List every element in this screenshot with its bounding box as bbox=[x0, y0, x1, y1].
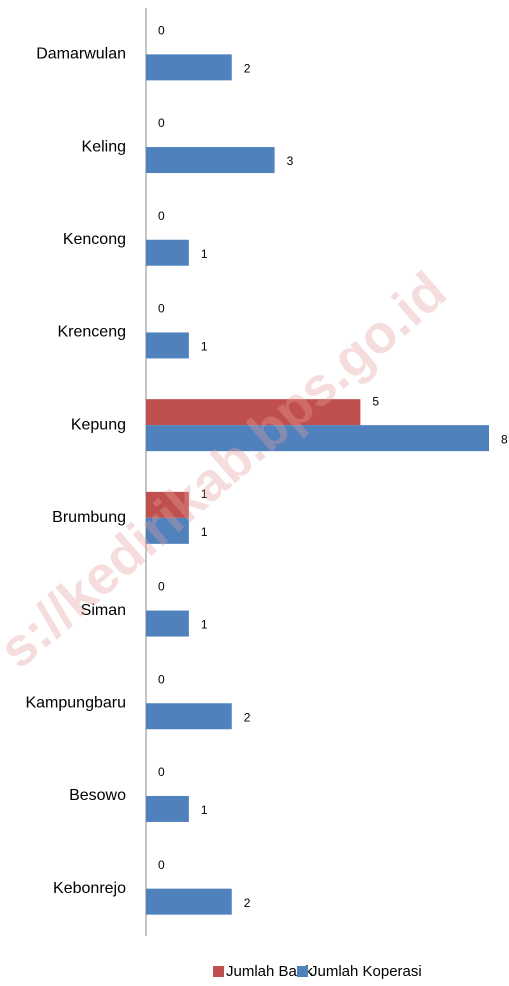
value-label: 0 bbox=[158, 580, 165, 594]
legend-swatch bbox=[297, 966, 308, 977]
category-label: Krenceng bbox=[58, 324, 127, 341]
category-label: Kencong bbox=[63, 231, 126, 248]
value-label: 0 bbox=[158, 209, 165, 223]
value-label: 1 bbox=[201, 247, 208, 261]
bar bbox=[146, 399, 361, 426]
bar bbox=[146, 795, 189, 822]
bar bbox=[146, 239, 189, 266]
category-label: Brumbung bbox=[52, 509, 126, 526]
bar bbox=[146, 610, 189, 637]
value-label: 5 bbox=[372, 394, 379, 408]
value-label: 0 bbox=[158, 302, 165, 316]
category-label: Besowo bbox=[69, 787, 126, 804]
value-label: 1 bbox=[201, 340, 208, 354]
category-label: Damarwulan bbox=[36, 46, 126, 63]
value-label: 2 bbox=[244, 62, 251, 76]
bar bbox=[146, 425, 489, 452]
legend-label: Jumlah Bank bbox=[226, 963, 313, 980]
value-label: 8 bbox=[501, 432, 508, 446]
bar bbox=[146, 491, 189, 518]
value-label: 0 bbox=[158, 858, 165, 872]
value-label: 1 bbox=[201, 618, 208, 632]
category-label: Siman bbox=[81, 602, 126, 619]
bar bbox=[146, 332, 189, 359]
bar bbox=[146, 54, 232, 81]
value-label: 1 bbox=[201, 803, 208, 817]
bar bbox=[146, 147, 275, 174]
bar bbox=[146, 703, 232, 730]
category-label: Kampungbaru bbox=[25, 694, 126, 711]
value-label: 2 bbox=[244, 896, 251, 910]
bar bbox=[146, 517, 189, 544]
value-label: 0 bbox=[158, 765, 165, 779]
category-label: Kepung bbox=[71, 416, 126, 433]
category-label: Keling bbox=[82, 138, 126, 155]
value-label: 0 bbox=[158, 672, 165, 686]
value-label: 1 bbox=[201, 487, 208, 501]
value-label: 3 bbox=[287, 154, 294, 168]
value-label: 0 bbox=[158, 24, 165, 38]
legend-label: Jumlah Koperasi bbox=[310, 963, 422, 980]
bar bbox=[146, 888, 232, 915]
legend-swatch bbox=[213, 966, 224, 977]
category-label: Kebonrejo bbox=[53, 880, 126, 897]
value-label: 0 bbox=[158, 116, 165, 130]
value-label: 1 bbox=[201, 525, 208, 539]
value-label: 2 bbox=[244, 710, 251, 724]
